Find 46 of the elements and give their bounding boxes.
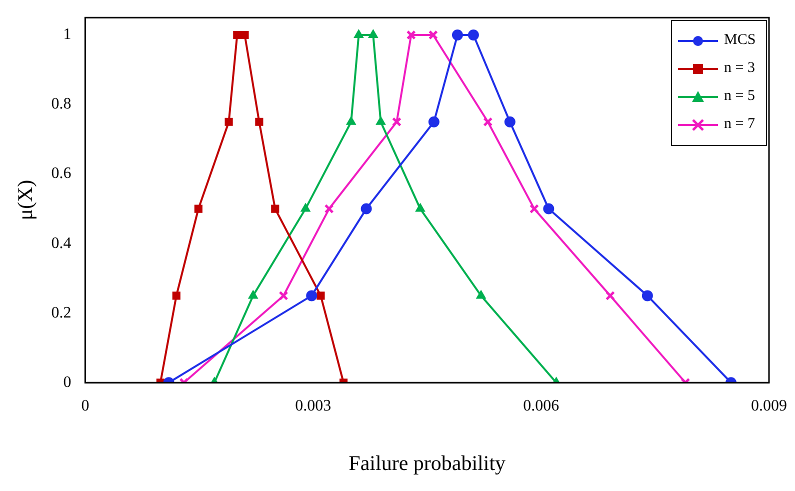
point [300,203,310,212]
point [406,30,416,40]
x-tick-label: 0.003 [295,397,332,414]
point [605,290,615,300]
y-tick-label: 0.6 [51,165,72,182]
point [452,29,463,40]
y-tick-label: 0.2 [51,304,72,322]
x-axis-title: Failure probability [348,450,506,475]
x-tick-label: 0.006 [523,397,560,414]
point [529,204,540,214]
point [324,204,334,214]
point [415,203,426,212]
point [392,117,402,127]
point [483,117,493,127]
point [233,30,242,40]
point [360,203,372,214]
point [428,116,440,128]
y-tick-label: 1 [63,26,72,44]
point [224,118,233,126]
point [346,116,356,125]
point [271,204,280,213]
point [240,30,249,40]
point [428,30,438,40]
point [468,29,479,40]
point [194,204,202,213]
x-tick-label: 0.009 [751,397,787,414]
legend-label: n = 5 [724,88,755,106]
y-axis-title: μ(X) [13,180,38,220]
point [504,116,516,128]
x-tick-label: 0 [81,397,90,414]
point [248,290,258,299]
y-tick-label: 0 [63,374,72,391]
point [476,290,486,299]
legend-label: n = 3 [724,60,755,78]
y-tick-label: 0.8 [51,96,72,113]
legend-label: n = 7 [724,116,755,134]
point [316,292,325,300]
point [543,203,554,214]
point [376,116,386,125]
point [172,292,180,300]
point [642,290,653,302]
y-tick-label: 0.4 [51,234,72,252]
point [255,118,264,126]
point [278,290,288,300]
point [306,290,318,302]
legend-label: MCS [724,32,756,50]
